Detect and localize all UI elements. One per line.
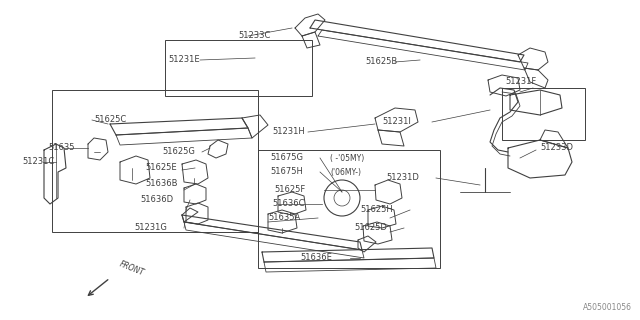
Text: FRONT: FRONT <box>118 260 145 278</box>
Text: 51231C: 51231C <box>22 157 54 166</box>
Text: 51675H: 51675H <box>270 167 303 177</box>
Bar <box>52 90 258 232</box>
Text: 51233C: 51233C <box>238 31 270 41</box>
Text: 51635A: 51635A <box>268 213 300 222</box>
Text: 51636D: 51636D <box>140 196 173 204</box>
Bar <box>165 40 312 96</box>
Bar <box>502 88 585 140</box>
Text: ('06MY-): ('06MY-) <box>330 167 361 177</box>
Text: 51625D: 51625D <box>354 223 387 233</box>
Text: A505001056: A505001056 <box>583 303 632 312</box>
Text: 51231I: 51231I <box>382 117 411 126</box>
Text: 51625G: 51625G <box>162 148 195 156</box>
Text: 51635: 51635 <box>48 143 74 153</box>
Text: 51625C: 51625C <box>94 116 126 124</box>
Text: 51625B: 51625B <box>365 58 397 67</box>
Text: 51625F: 51625F <box>274 186 305 195</box>
Text: 51231F: 51231F <box>505 77 536 86</box>
Text: 51233D: 51233D <box>540 143 573 153</box>
Text: 51625H: 51625H <box>360 205 393 214</box>
Bar <box>258 150 440 268</box>
Text: 51231G: 51231G <box>134 223 167 233</box>
Text: 51625E: 51625E <box>145 164 177 172</box>
Text: 51636E: 51636E <box>300 253 332 262</box>
Text: 51636C: 51636C <box>272 199 305 209</box>
Text: ( -'05MY): ( -'05MY) <box>330 154 364 163</box>
Text: 51231D: 51231D <box>386 173 419 182</box>
Text: 51231H: 51231H <box>272 127 305 137</box>
Text: 51231E: 51231E <box>168 55 200 65</box>
Text: 51675G: 51675G <box>270 154 303 163</box>
Text: 51636B: 51636B <box>145 180 177 188</box>
